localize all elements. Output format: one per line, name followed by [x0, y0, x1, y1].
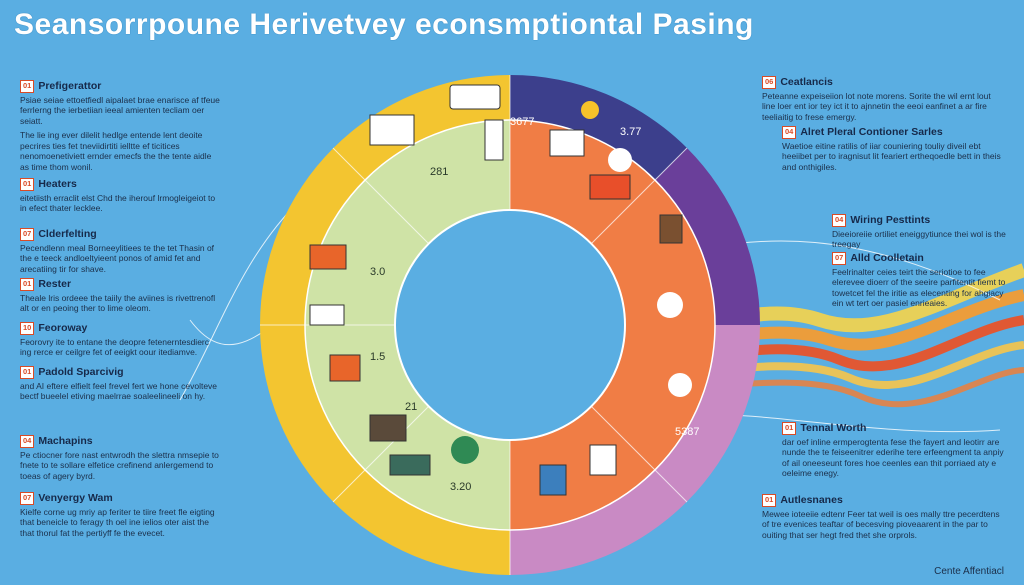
item-title: Ceatlancis	[780, 76, 833, 88]
washer-icon	[539, 464, 567, 496]
left-item-1: 01 Prefigerattor Psiae seiae ettoetfiedl …	[20, 80, 220, 126]
item-desc: Feelrinalter ceies teirt the seriotioe t…	[832, 266, 1006, 309]
item-number: 01	[20, 278, 35, 291]
item-title: Prefigerattor	[38, 80, 102, 92]
item-title: Alret Pleral Contioner Sarles	[800, 126, 943, 138]
right-item-6: 01 Autlesnanes Mewee ioteeiie edtenr Feer…	[762, 494, 1002, 540]
item-number: 01	[20, 178, 35, 191]
item-desc: Dieeioreiie ortiliet eneiggytiunce thei …	[832, 228, 1006, 250]
tv-icon	[369, 414, 407, 442]
wheel-label-2: 3.0	[370, 266, 385, 278]
ring-segment-pink	[510, 325, 760, 575]
item-title: Machapins	[38, 435, 93, 447]
item-desc: Waetioe eitine ratilis of iiar counierin…	[782, 140, 1001, 172]
item-number: 07	[20, 492, 35, 505]
left-item-3: 01 Heaters eitetiisth erraclit elst Chd t…	[20, 178, 220, 214]
item-number: 04	[782, 126, 797, 139]
item-number: 06	[762, 76, 777, 89]
wheel-label-4: 21	[405, 401, 417, 413]
air-conditioner-icon	[449, 84, 501, 110]
oven-icon	[329, 354, 361, 382]
item-title: Clderfelting	[38, 228, 97, 240]
item-desc: Theale lris ordeee the taiily the aviine…	[20, 292, 216, 314]
item-number: 04	[832, 214, 847, 227]
item-number: 01	[762, 494, 777, 507]
item-desc: Feorovry ite to entane the deopre fetene…	[20, 336, 210, 358]
ring-segment-navy	[510, 74, 687, 180]
item-number: 07	[832, 252, 847, 265]
left-item-2: The lie ing ever dilelit hedlge entende …	[20, 130, 220, 172]
item-desc: Psiae seiae ettoetfiedl aipalaet brae en…	[20, 94, 220, 126]
ring-segment-purple	[655, 148, 761, 325]
microwave-icon	[309, 244, 347, 270]
dryer-icon	[589, 444, 617, 476]
item-title: Feoroway	[38, 322, 88, 334]
sun-icon	[581, 101, 599, 119]
left-item-8: 04 Machapins Pe ctiocner fore nast entwro…	[20, 435, 220, 481]
item-desc: Mewee ioteeiie edtenr Feer tat weil is o…	[762, 508, 1000, 540]
item-desc: Kielfe corne ug mriy ap feriter te tiire…	[20, 506, 215, 538]
wheel-label-1: 281	[430, 166, 448, 178]
item-title: Heaters	[38, 178, 77, 190]
wheel-label-7: 5387	[675, 426, 699, 438]
item-desc: and AI eftere elfielt feel frevel fert w…	[20, 380, 218, 402]
left-item-6: 10 Feoroway Feorovry ite to entane the de…	[20, 322, 220, 358]
item-number: 01	[782, 422, 797, 435]
appliance-icons	[309, 84, 692, 496]
fridge-icon	[484, 119, 504, 161]
footer-credit: Cente Affentiacl	[934, 566, 1004, 577]
item-number: 01	[20, 366, 35, 379]
item-desc: Peteanne expeiseiion lot note morens. So…	[762, 90, 991, 122]
right-item-1: 06 Ceatlancis Peteanne expeiseiion lot no…	[762, 76, 1002, 122]
window-unit-icon	[369, 114, 415, 146]
wheel-label-5: 3.20	[450, 481, 471, 493]
item-number: 10	[20, 322, 35, 335]
item-desc: Pecendlenn meal Borneeylitiees te the te…	[20, 242, 215, 274]
monitor-icon	[589, 174, 631, 200]
item-number: 01	[20, 80, 35, 93]
item-desc: eitetiisth erraclit elst Chd the iherouf…	[20, 192, 216, 214]
left-item-5: 01 Rester Theale lris ordeee the taiily t…	[20, 278, 220, 314]
item-title: Wiring Pesttints	[850, 214, 931, 226]
sofa-icon	[389, 454, 431, 476]
right-item-4: 07 Alld Coolletain Feelrinalter ceies tei…	[832, 252, 1007, 309]
right-item-2: 04 Alret Pleral Contioner Sarles Waetioe …	[782, 126, 1002, 172]
cloud-icon	[608, 148, 632, 172]
leaf-icon	[657, 292, 683, 318]
wheel-label-6: 3.77	[620, 126, 641, 138]
item-title: Rester	[38, 278, 72, 290]
item-title: Padold Sparcivig	[38, 366, 124, 378]
item-number: 04	[20, 435, 35, 448]
laptop-icon	[549, 129, 585, 157]
item-title: Alld Coolletain	[850, 252, 924, 264]
speaker-icon	[659, 214, 683, 244]
item-number: 07	[20, 228, 35, 241]
left-item-9: 07 Venyergy Wam Kielfe corne ug mriy ap f…	[20, 492, 220, 538]
item-title: Autlesnanes	[780, 494, 843, 506]
plant-icon	[451, 436, 479, 464]
item-desc: dar oef inline ermperogtenta fese the fa…	[782, 436, 1004, 479]
item-title: Tennal Worth	[800, 422, 867, 434]
wheel-label-8: 3677	[510, 116, 534, 128]
item-title: Venyergy Wam	[38, 492, 113, 504]
page-title: Seansorrpoune Herivetvey econsmptiontal …	[14, 8, 754, 41]
heater-icon	[309, 304, 345, 326]
item-desc: Pe ctiocner fore nast entwrodh the slett…	[20, 449, 219, 481]
ring-inner-green	[305, 120, 510, 530]
left-item-7: 01 Padold Sparcivig and AI eftere elfielt…	[20, 366, 220, 402]
right-item-3: 04 Wiring Pesttints Dieeioreiie ortiliet …	[832, 214, 1007, 250]
item-desc: The lie ing ever dilelit hedlge entende …	[20, 130, 212, 172]
fan-icon	[668, 373, 692, 397]
right-item-5: 01 Tennal Worth dar oef inline ermperogte…	[782, 422, 1007, 479]
ring-segment-yellow	[260, 75, 510, 575]
wheel-label-3: 1.5	[370, 351, 385, 363]
left-item-4: 07 Clderfelting Pecendlenn meal Borneeyli…	[20, 228, 220, 274]
